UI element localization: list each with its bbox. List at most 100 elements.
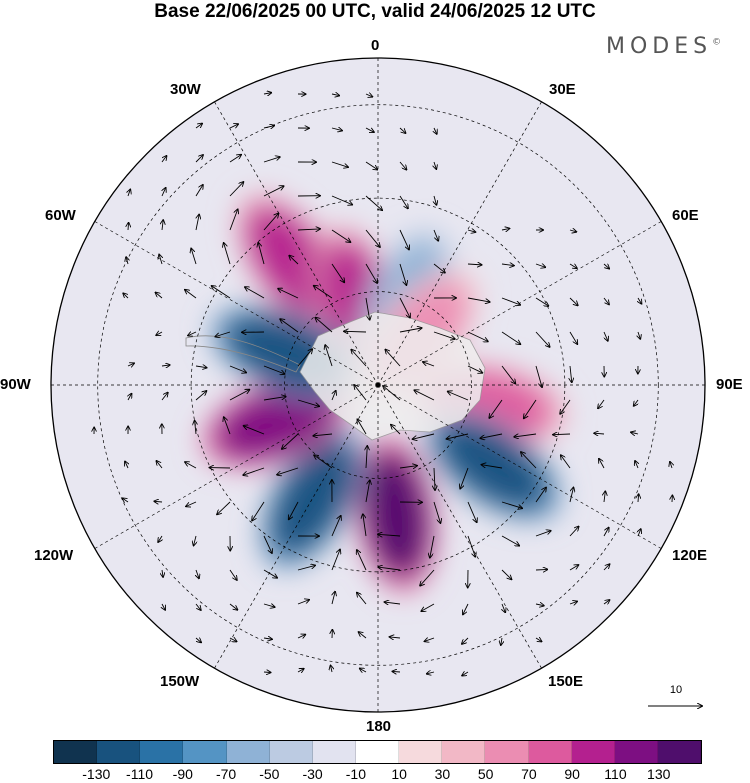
wind-arrow — [434, 467, 435, 490]
wind-arrow — [425, 638, 435, 641]
wind-arrow — [156, 332, 163, 335]
wind-arrow — [413, 433, 435, 439]
wind-arrow — [569, 488, 573, 503]
colorbar-tick-label: 70 — [521, 766, 537, 782]
meridian-line — [214, 384, 379, 669]
map-title: Base 22/06/2025 00 UTC, valid 24/06/2025… — [154, 1, 596, 22]
wind-arrow — [501, 569, 511, 579]
wind-arrow — [185, 462, 197, 469]
latitude-circle — [97, 104, 659, 666]
wind-arrow — [447, 433, 469, 439]
wind-arrow — [569, 565, 578, 571]
wind-arrow — [480, 433, 503, 438]
colorbar-swatch — [614, 741, 658, 763]
wind-arrow — [535, 604, 544, 606]
wind-arrow — [195, 185, 203, 197]
wind-arrow — [603, 297, 609, 304]
wind-arrow — [535, 331, 550, 347]
wind-arrow — [331, 229, 350, 242]
label-lon-30e: 30E — [549, 81, 576, 98]
wind-arrow — [569, 264, 577, 268]
wind-arrow — [229, 209, 238, 231]
wind-arrow — [212, 286, 231, 299]
wind-arrow — [433, 229, 438, 241]
wind-arrow — [363, 514, 367, 537]
wind-arrow — [502, 603, 505, 612]
colorbar-ticks: -130 -110 -90 -70 -50 -30 -10 10 30 50 70 90 110 130 — [0, 766, 750, 783]
wind-arrow — [128, 394, 132, 401]
label-lon-150w: 150W — [160, 673, 200, 690]
meridian-line — [377, 101, 542, 386]
wind-arrow — [315, 318, 333, 333]
wind-arrow — [161, 365, 170, 366]
wind-arrow — [161, 393, 168, 401]
wind-arrow — [229, 638, 237, 641]
wind-arrow — [229, 155, 241, 163]
meridian-line — [377, 384, 662, 549]
wind-arrow — [297, 600, 309, 605]
wind-arrow — [399, 263, 406, 285]
wind-arrow — [357, 593, 367, 605]
wind-arrow — [514, 433, 537, 437]
wind-arrow — [125, 461, 128, 469]
wind-arrow — [195, 603, 201, 610]
wind-arrow — [331, 516, 341, 537]
wind-arrow — [314, 455, 333, 469]
colorbar-tick-label: -30 — [302, 766, 323, 782]
wind-arrow — [594, 433, 605, 434]
colorbar-tick-label: 10 — [391, 766, 407, 782]
wind-arrow — [399, 229, 409, 249]
wind-arrow — [263, 213, 278, 231]
wind-arrow — [560, 399, 571, 414]
anomaly-level — [270, 440, 355, 556]
wind-arrow — [399, 297, 410, 318]
wind-arrow — [535, 638, 542, 642]
wind-arrow — [535, 488, 546, 503]
wind-arrow — [195, 155, 203, 163]
wind-arrow — [434, 127, 437, 134]
wind-arrow — [325, 345, 333, 367]
wind-arrow — [365, 480, 370, 503]
wind-arrow — [331, 161, 348, 167]
wind-arrow — [365, 263, 377, 283]
wind-arrow — [634, 399, 638, 406]
label-lon-60w: 60W — [45, 207, 76, 224]
wind-arrow — [434, 195, 436, 205]
wind-arrow — [569, 331, 577, 344]
wind-arrow — [351, 350, 367, 367]
wind-arrow — [331, 550, 340, 571]
wind-arrow — [366, 446, 367, 469]
wind-arrow — [332, 592, 335, 605]
wind-arrow — [399, 466, 417, 468]
wind-arrow — [482, 465, 503, 469]
wind-arrow — [365, 94, 372, 97]
wind-arrow — [414, 390, 435, 401]
wind-arrow — [314, 286, 333, 299]
wind-arrow — [195, 638, 201, 642]
wind-arrow — [569, 297, 578, 305]
wind-arrow — [162, 569, 163, 577]
wind-arrow — [263, 569, 277, 578]
wind-arrow — [501, 637, 502, 645]
meridian-line — [377, 384, 542, 669]
wind-arrow — [430, 535, 435, 558]
wind-arrow — [229, 365, 246, 373]
wind-arrow — [489, 399, 503, 418]
wind-arrow — [535, 264, 545, 267]
colorbar-swatch — [442, 741, 486, 763]
wind-arrow — [215, 331, 231, 337]
brand-name: MODES — [606, 34, 713, 59]
wind-arrow — [195, 391, 206, 401]
wind-arrow — [467, 297, 490, 302]
wind-arrow — [229, 603, 237, 610]
wind-arrow — [263, 186, 284, 197]
wind-arrow — [467, 365, 482, 373]
wind-arrow — [263, 397, 286, 401]
wind-arrow — [569, 601, 577, 604]
colorbar-swatch — [355, 741, 400, 763]
colorbar-swatch — [485, 741, 529, 763]
wind-arrow — [244, 426, 265, 435]
colorbar-swatch — [226, 741, 270, 763]
wind-arrow — [391, 425, 401, 435]
wind-arrow — [217, 501, 231, 514]
